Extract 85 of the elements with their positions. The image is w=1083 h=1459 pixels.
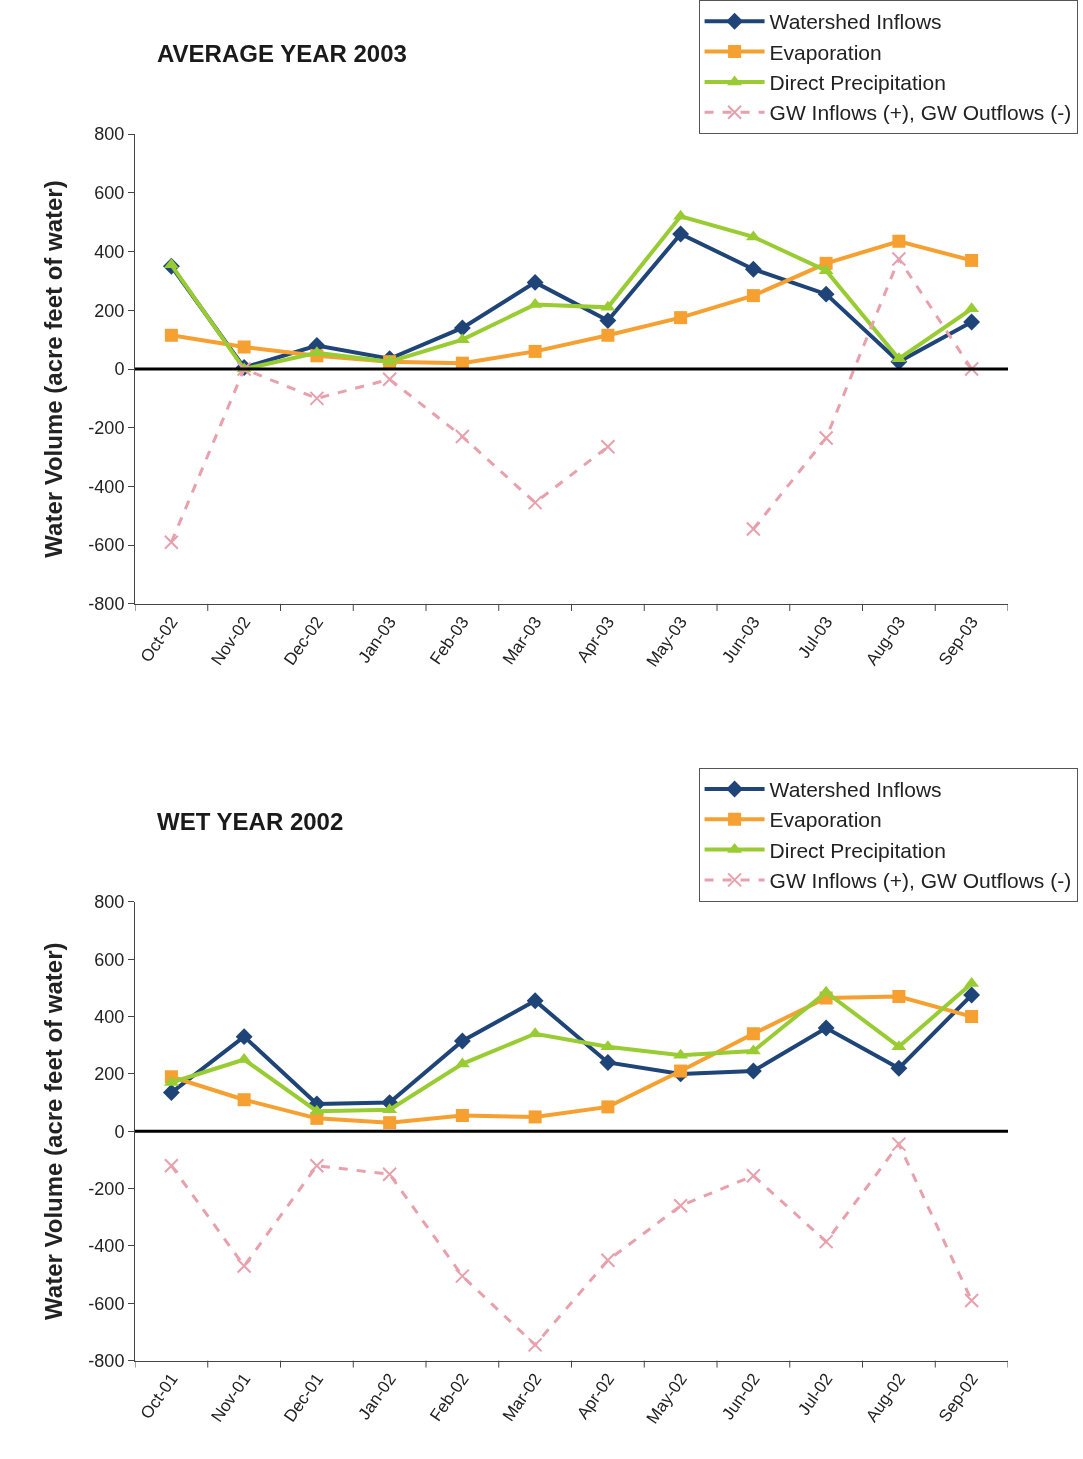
- point: [891, 1136, 907, 1152]
- point: [382, 1166, 398, 1182]
- y-tick-label: -400: [88, 476, 125, 497]
- point: [818, 1234, 834, 1250]
- legend-label: Watershed Inflows: [769, 778, 942, 802]
- point: [600, 439, 616, 455]
- point: [163, 534, 179, 550]
- point: [309, 390, 325, 406]
- point: [601, 328, 615, 342]
- point: [600, 1252, 616, 1268]
- point: [963, 986, 981, 1004]
- y-tick-label: -200: [88, 1178, 125, 1199]
- chart-title: AVERAGE YEAR 2003: [157, 40, 407, 67]
- point: [965, 1010, 979, 1024]
- point: [672, 225, 690, 243]
- point: [744, 1062, 762, 1080]
- point: [528, 1110, 542, 1124]
- point: [599, 312, 617, 330]
- y-tick-label: -600: [88, 535, 125, 556]
- point: [599, 1053, 617, 1071]
- point: [454, 429, 470, 445]
- y-tick-label: 800: [94, 124, 125, 145]
- point: [235, 1028, 253, 1046]
- point: [746, 1027, 760, 1041]
- point: [382, 371, 398, 387]
- point: [164, 328, 178, 342]
- y-tick-label: 200: [94, 300, 125, 321]
- point: [162, 1084, 180, 1101]
- legend-label: GW Inflows (+), GW Outflows (-): [769, 869, 1072, 893]
- y-tick-label: -800: [88, 594, 125, 615]
- point: [453, 319, 471, 337]
- point: [963, 313, 981, 331]
- point: [237, 340, 251, 354]
- point: [745, 521, 761, 537]
- point: [746, 289, 760, 303]
- point: [454, 1268, 470, 1284]
- point: [744, 260, 762, 278]
- legend-label: GW Inflows (+), GW Outflows (-): [769, 101, 1072, 125]
- point: [527, 1337, 543, 1353]
- y-tick-label: 600: [94, 183, 125, 204]
- y-tick-label: 400: [94, 241, 125, 262]
- y-tick-label: 600: [94, 949, 125, 970]
- y-tick-label: -400: [88, 1236, 125, 1257]
- point: [891, 251, 907, 267]
- point: [674, 1064, 688, 1078]
- point: [527, 495, 543, 511]
- point: [965, 253, 979, 267]
- y-tick-label: -600: [88, 1293, 125, 1314]
- legend-label: Watershed Inflows: [769, 10, 942, 34]
- point: [526, 273, 544, 291]
- point: [964, 1292, 980, 1308]
- y-tick-label: -800: [88, 1350, 125, 1371]
- point: [818, 430, 834, 446]
- point: [890, 1059, 908, 1077]
- y-tick-label: -200: [88, 418, 125, 439]
- point: [163, 1158, 179, 1174]
- y-tick-label: 0: [114, 359, 125, 380]
- y-tick-label: 400: [94, 1006, 125, 1027]
- legend-label: Evaporation: [769, 808, 882, 832]
- point: [383, 1116, 397, 1130]
- point: [455, 1108, 469, 1122]
- point: [601, 1100, 615, 1114]
- point: [237, 1093, 251, 1107]
- y-axis-title: Water Volume (acre feet of water): [40, 942, 68, 1320]
- legend-label: Direct Precipitation: [769, 838, 946, 862]
- point: [309, 1158, 325, 1174]
- point: [892, 989, 906, 1003]
- legend-label: Direct Precipitation: [769, 71, 946, 95]
- point: [892, 234, 906, 248]
- point: [817, 1019, 835, 1037]
- y-tick-label: 0: [114, 1121, 125, 1142]
- point: [674, 311, 688, 325]
- y-tick-label: 800: [94, 892, 125, 913]
- y-tick-label: 200: [94, 1064, 125, 1085]
- point: [453, 1032, 471, 1050]
- point: [526, 992, 544, 1010]
- point: [817, 285, 835, 303]
- point: [236, 1258, 252, 1274]
- point: [673, 1198, 689, 1214]
- y-axis-title: Water Volume (acre feet of water): [40, 180, 68, 558]
- point: [964, 361, 980, 377]
- legend-label: Evaporation: [769, 40, 882, 64]
- chart-title: WET YEAR 2002: [157, 808, 344, 835]
- point: [745, 1168, 761, 1184]
- point: [528, 344, 542, 358]
